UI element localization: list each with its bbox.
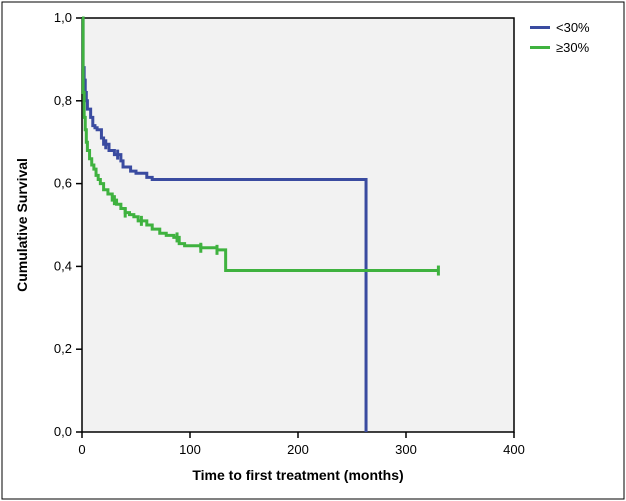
xtick-label: 400 bbox=[503, 442, 525, 457]
legend-label: ≥30% bbox=[556, 40, 590, 55]
ytick-label: 1,0 bbox=[54, 10, 72, 25]
ytick-label: 0,4 bbox=[54, 258, 72, 273]
xtick-label: 300 bbox=[395, 442, 417, 457]
legend-label: <30% bbox=[556, 20, 590, 35]
y-axis-label: Cumulative Survival bbox=[14, 158, 30, 292]
ytick-label: 0,0 bbox=[54, 424, 72, 439]
ytick-label: 0,8 bbox=[54, 93, 72, 108]
ytick-label: 0,6 bbox=[54, 176, 72, 191]
legend-swatch bbox=[530, 26, 550, 29]
xtick-label: 0 bbox=[78, 442, 85, 457]
ytick-label: 0,2 bbox=[54, 341, 72, 356]
chart-svg: 0,0 0,2 0,4 0,6 0,8 1,0 0 100 200 300 400 Time to f… bbox=[0, 0, 626, 501]
xtick-label: 100 bbox=[179, 442, 201, 457]
km-chart: 0,0 0,2 0,4 0,6 0,8 1,0 0 100 200 300 400 Time to f… bbox=[0, 0, 626, 501]
xtick-label: 200 bbox=[287, 442, 309, 457]
x-axis-label: Time to first treatment (months) bbox=[192, 467, 403, 483]
legend-swatch bbox=[530, 46, 550, 49]
